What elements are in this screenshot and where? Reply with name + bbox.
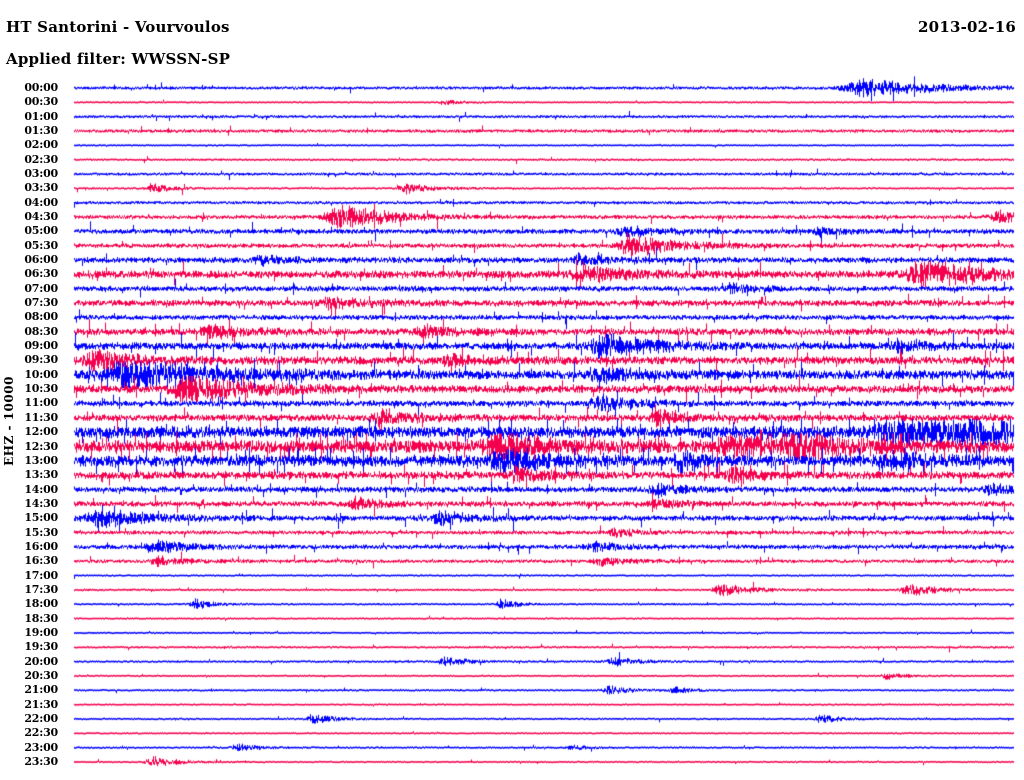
time-axis-label: 19:30 (24, 640, 58, 654)
time-axis-label: 18:30 (24, 611, 58, 625)
time-axis-label: 06:30 (24, 267, 58, 281)
time-axis-label: 09:30 (24, 353, 58, 367)
time-axis-label: 16:00 (24, 539, 58, 553)
time-axis-label: 12:30 (24, 439, 58, 453)
time-axis-label: 13:00 (24, 453, 58, 467)
time-axis-label: 10:00 (24, 367, 58, 381)
time-axis-label: 07:30 (24, 296, 58, 310)
time-axis-label: 06:00 (24, 253, 58, 267)
time-axis-label: 12:00 (24, 425, 58, 439)
time-axis-label: 08:00 (24, 310, 58, 324)
time-axis-label: 14:30 (24, 496, 58, 510)
time-axis-label: 04:30 (24, 210, 58, 224)
time-axis-label: 01:30 (24, 124, 58, 138)
time-axis-label: 23:00 (24, 740, 58, 754)
time-axis-label: 14:00 (24, 482, 58, 496)
time-axis-label: 13:30 (24, 468, 58, 482)
time-axis-label: 03:00 (24, 167, 58, 181)
time-axis-label: 17:00 (24, 568, 58, 582)
time-axis-label: 19:00 (24, 625, 58, 639)
time-axis-label: 11:00 (24, 396, 58, 410)
time-axis-label: 02:30 (24, 152, 58, 166)
time-axis-label: 22:30 (24, 726, 58, 740)
time-axis-label: 00:30 (24, 95, 58, 109)
time-axis-label: 09:00 (24, 339, 58, 353)
time-axis-label: 04:00 (24, 195, 58, 209)
time-axis-label: 21:00 (24, 683, 58, 697)
time-axis-label: 22:00 (24, 711, 58, 725)
time-axis-label: 03:30 (24, 181, 58, 195)
time-axis-label: 20:00 (24, 654, 58, 668)
time-axis-label: 15:00 (24, 511, 58, 525)
time-axis-label: 10:30 (24, 382, 58, 396)
time-axis-label: 11:30 (24, 410, 58, 424)
time-axis-label: 08:30 (24, 324, 58, 338)
time-axis-label: 01:00 (24, 109, 58, 123)
time-axis-label: 20:30 (24, 668, 58, 682)
time-axis-label: 16:30 (24, 554, 58, 568)
time-axis-label: 05:30 (24, 238, 58, 252)
time-axis-label: 00:00 (24, 81, 58, 94)
time-axis-label: 02:00 (24, 138, 58, 152)
time-axis-label: 05:00 (24, 224, 58, 238)
time-axis-label: 18:00 (24, 597, 58, 611)
time-axis-label: 17:30 (24, 582, 58, 596)
time-axis-label: 21:30 (24, 697, 58, 711)
time-axis-label: 07:00 (24, 281, 58, 295)
time-axis-label: 15:30 (24, 525, 58, 539)
time-axis-label: 23:30 (24, 754, 58, 768)
